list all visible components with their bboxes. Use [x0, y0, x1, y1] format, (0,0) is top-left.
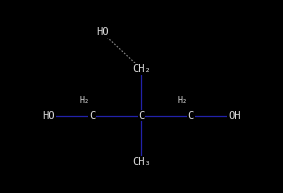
Text: C: C: [89, 111, 95, 121]
Text: HO: HO: [42, 111, 55, 121]
Text: OH: OH: [228, 111, 241, 121]
Text: C: C: [138, 111, 145, 121]
Text: C: C: [188, 111, 194, 121]
Text: H₂: H₂: [79, 96, 89, 105]
Text: H₂: H₂: [177, 96, 188, 105]
Text: CH₃: CH₃: [132, 157, 151, 167]
Text: HO: HO: [96, 27, 108, 37]
Text: CH₂: CH₂: [132, 64, 151, 74]
